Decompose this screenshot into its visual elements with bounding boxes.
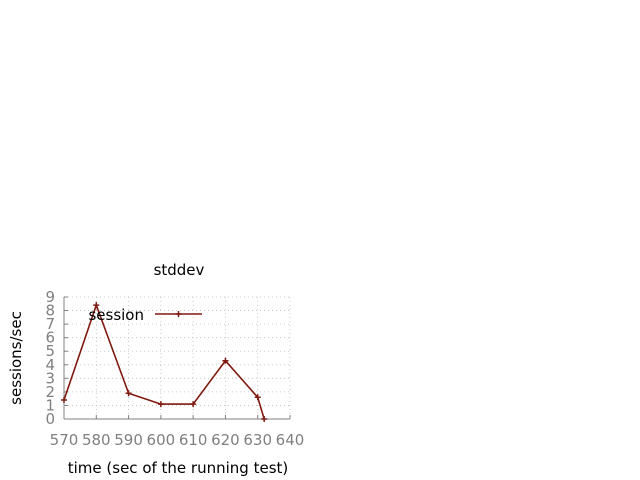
x-tick-label-620: 620: [211, 431, 240, 449]
x-tick-label-570: 570: [50, 431, 79, 449]
data-point-590: [125, 390, 132, 397]
series-layer: [61, 302, 268, 422]
data-point-632: [261, 416, 268, 422]
data-point-610: [190, 401, 197, 408]
y-tick-label-9: 9: [45, 288, 55, 306]
x-tick-label-610: 610: [179, 431, 208, 449]
x-tick-labels: 570 580 590 600 610 620 630 640: [50, 431, 305, 449]
x-axis-label: time (sec of the running test): [68, 459, 289, 477]
x-tick-label-600: 600: [147, 431, 176, 449]
legend: session: [88, 306, 202, 324]
y-tick-label-2: 2: [45, 383, 55, 401]
data-point-580: [93, 302, 100, 309]
data-point-630: [254, 394, 261, 401]
series-line-session: [63, 304, 265, 420]
y-tick-label-6: 6: [45, 329, 55, 347]
y-tick-label-5: 5: [45, 342, 55, 360]
data-point-620: [222, 357, 229, 364]
data-point-570: [61, 397, 67, 404]
legend-marker-session: [175, 311, 182, 317]
y-tick-label-1: 1: [45, 396, 55, 414]
y-axis-label: sessions/sec: [7, 311, 25, 405]
y-tick-label-4: 4: [45, 356, 55, 374]
x-tick-label-590: 590: [114, 431, 143, 449]
data-point-600: [157, 401, 164, 408]
y-tick-label-8: 8: [45, 302, 55, 320]
x-tick-label-630: 630: [243, 431, 272, 449]
y-tick-label-7: 7: [45, 315, 55, 333]
y-tick-label-3: 3: [45, 369, 55, 387]
chart-title: stddev: [154, 261, 205, 279]
x-tick-label-640: 640: [276, 431, 305, 449]
y-tick-label-0: 0: [45, 410, 55, 428]
grid: [64, 296, 291, 419]
legend-label-session: session: [88, 306, 144, 324]
x-tick-label-580: 580: [82, 431, 111, 449]
